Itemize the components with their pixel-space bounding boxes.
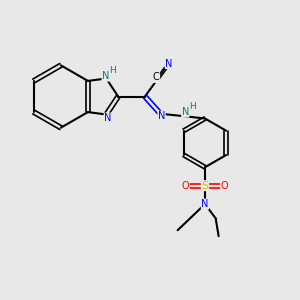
- Text: N: N: [201, 199, 209, 209]
- Text: N: N: [165, 58, 173, 68]
- Text: H: H: [109, 66, 116, 75]
- Text: N: N: [182, 107, 189, 117]
- Text: O: O: [221, 181, 228, 191]
- Text: N: N: [158, 111, 165, 121]
- Text: N: N: [104, 113, 112, 123]
- Text: O: O: [182, 181, 189, 191]
- Text: H: H: [189, 102, 196, 111]
- Text: N: N: [102, 71, 110, 81]
- Text: C: C: [153, 73, 160, 82]
- Text: S: S: [201, 181, 208, 191]
